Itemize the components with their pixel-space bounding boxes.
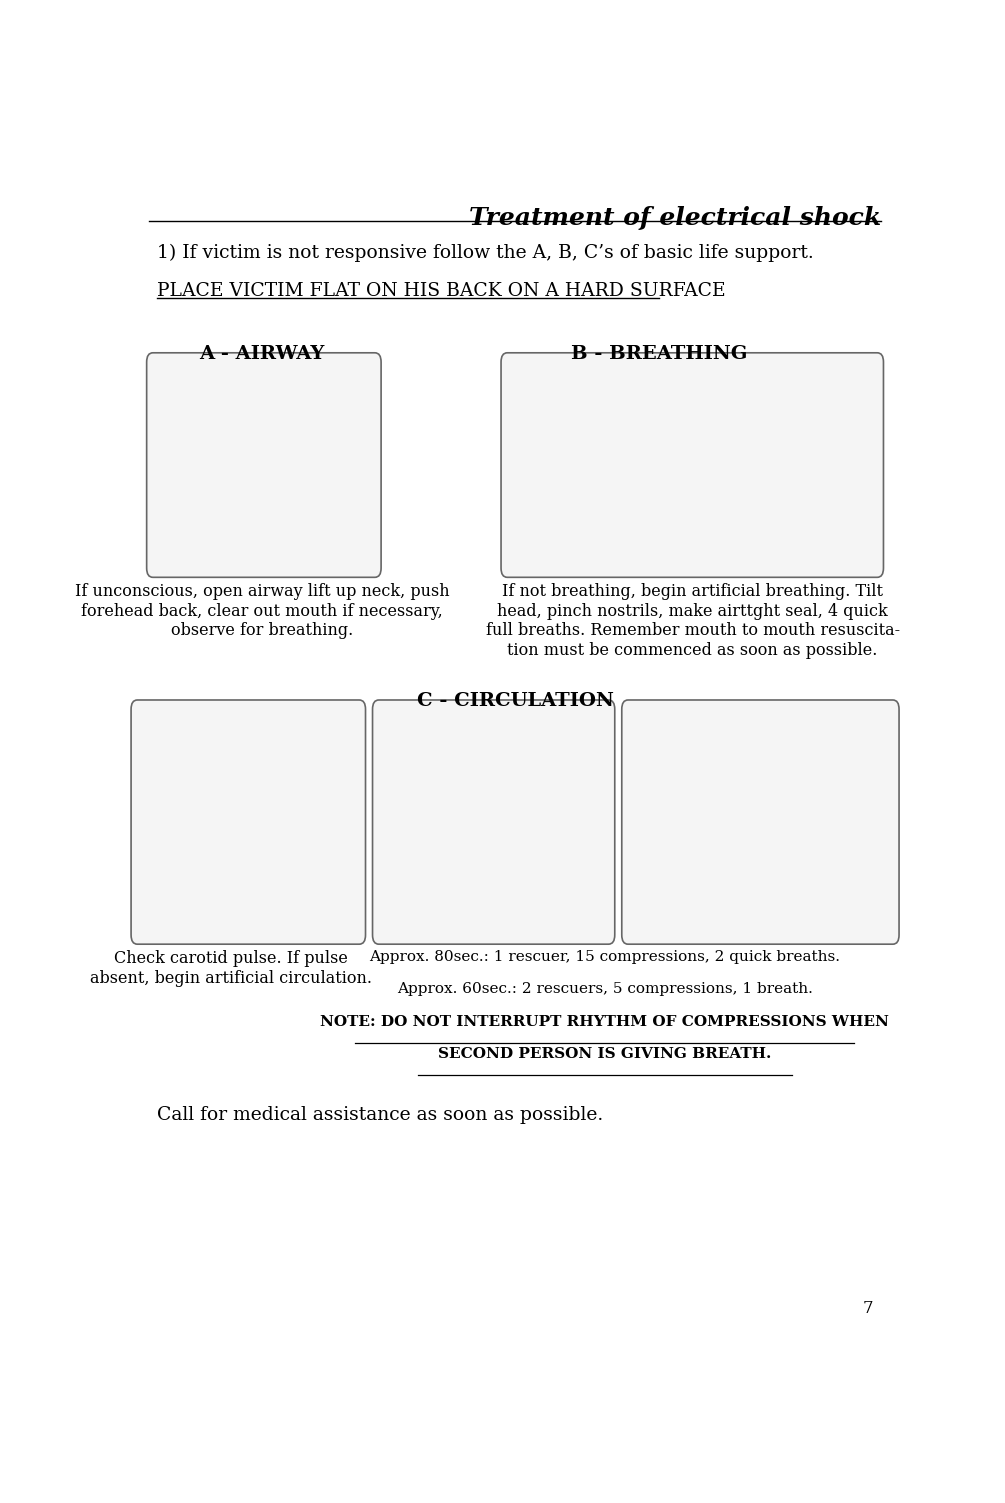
Text: NOTE: DO NOT INTERRUPT RHYTHM OF COMPRESSIONS WHEN: NOTE: DO NOT INTERRUPT RHYTHM OF COMPRES… xyxy=(321,1015,889,1028)
Text: PLACE VICTIM FLAT ON HIS BACK ON A HARD SURFACE: PLACE VICTIM FLAT ON HIS BACK ON A HARD … xyxy=(157,283,726,301)
FancyBboxPatch shape xyxy=(622,700,899,944)
Text: Approx. 60sec.: 2 rescuers, 5 compressions, 1 breath.: Approx. 60sec.: 2 rescuers, 5 compressio… xyxy=(397,983,813,996)
Text: 7: 7 xyxy=(862,1300,873,1317)
Text: Check carotid pulse. If pulse
absent, begin artificial circulation.: Check carotid pulse. If pulse absent, be… xyxy=(89,950,372,986)
FancyBboxPatch shape xyxy=(373,700,615,944)
FancyBboxPatch shape xyxy=(131,700,366,944)
Text: If unconscious, open airway lift up neck, push
forehead back, clear out mouth if: If unconscious, open airway lift up neck… xyxy=(74,583,449,639)
Text: Approx. 80sec.: 1 rescuer, 15 compressions, 2 quick breaths.: Approx. 80sec.: 1 rescuer, 15 compressio… xyxy=(369,950,840,963)
Text: 1) If victim is not responsive follow the A, B, C’s of basic life support.: 1) If victim is not responsive follow th… xyxy=(157,243,813,262)
Text: A - AIRWAY: A - AIRWAY xyxy=(199,344,325,362)
Text: Call for medical assistance as soon as possible.: Call for medical assistance as soon as p… xyxy=(157,1106,603,1124)
Text: If not breathing, begin artificial breathing. Tilt
head, pinch nostrils, make ai: If not breathing, begin artificial breat… xyxy=(485,583,899,658)
FancyBboxPatch shape xyxy=(501,353,883,577)
Text: Treatment of electrical shock: Treatment of electrical shock xyxy=(469,206,881,230)
FancyBboxPatch shape xyxy=(147,353,381,577)
Text: C - CIRCULATION: C - CIRCULATION xyxy=(417,691,613,709)
Text: B - BREATHING: B - BREATHING xyxy=(571,344,748,362)
Text: SECOND PERSON IS GIVING BREATH.: SECOND PERSON IS GIVING BREATH. xyxy=(438,1048,771,1061)
